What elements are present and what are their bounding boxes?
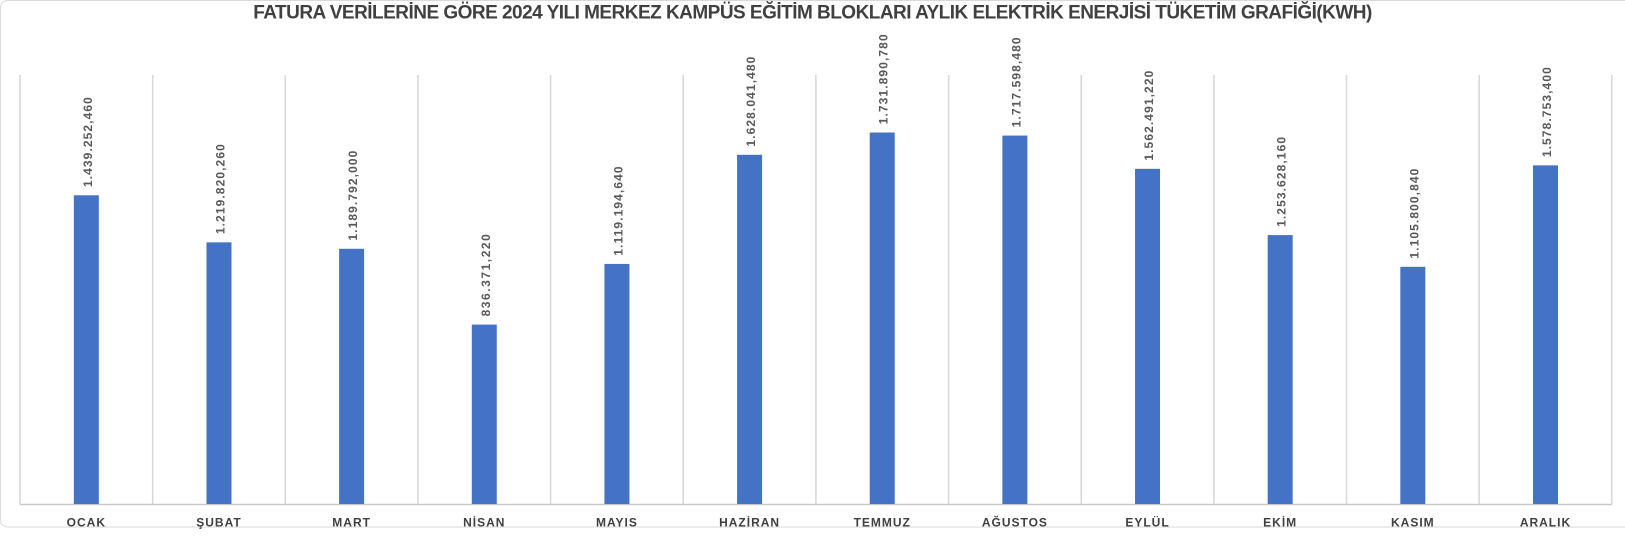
svg-text:1.628.041,480: 1.628.041,480	[744, 56, 758, 147]
svg-text:EYLÜL: EYLÜL	[1125, 515, 1169, 530]
svg-text:1.253.628,160: 1.253.628,160	[1275, 136, 1289, 227]
svg-text:1.439.252,460: 1.439.252,460	[81, 96, 95, 187]
svg-text:NİSAN: NİSAN	[463, 515, 505, 530]
svg-text:KASIM: KASIM	[1391, 516, 1435, 530]
svg-text:FATURA VERİLERİNE GÖRE 2024 YI: FATURA VERİLERİNE GÖRE 2024 YILI MERKEZ …	[253, 2, 1372, 24]
svg-text:1.578.753,400: 1.578.753,400	[1540, 66, 1554, 157]
svg-text:ARALIK: ARALIK	[1520, 516, 1571, 530]
svg-text:1.219.820,260: 1.219.820,260	[213, 143, 227, 234]
svg-text:836.371,220: 836.371,220	[479, 233, 493, 317]
svg-text:MAYIS: MAYIS	[596, 516, 638, 530]
svg-text:1.731.890,780: 1.731.890,780	[877, 33, 891, 124]
svg-text:1.119.194,640: 1.119.194,640	[611, 165, 625, 255]
svg-text:1.717.598,480: 1.717.598,480	[1009, 36, 1023, 127]
svg-text:MART: MART	[332, 516, 371, 530]
svg-text:AĞUSTOS: AĞUSTOS	[982, 515, 1048, 530]
svg-text:HAZİRAN: HAZİRAN	[719, 515, 780, 530]
svg-text:1.105.800,840: 1.105.800,840	[1407, 168, 1421, 259]
svg-text:1.189.792,000: 1.189.792,000	[346, 150, 360, 241]
svg-text:TEMMUZ: TEMMUZ	[854, 516, 911, 530]
svg-text:EKİM: EKİM	[1263, 515, 1297, 530]
svg-text:1.562.491,220: 1.562.491,220	[1142, 70, 1156, 161]
svg-text:OCAK: OCAK	[67, 516, 106, 530]
svg-text:ŞUBAT: ŞUBAT	[196, 516, 241, 530]
